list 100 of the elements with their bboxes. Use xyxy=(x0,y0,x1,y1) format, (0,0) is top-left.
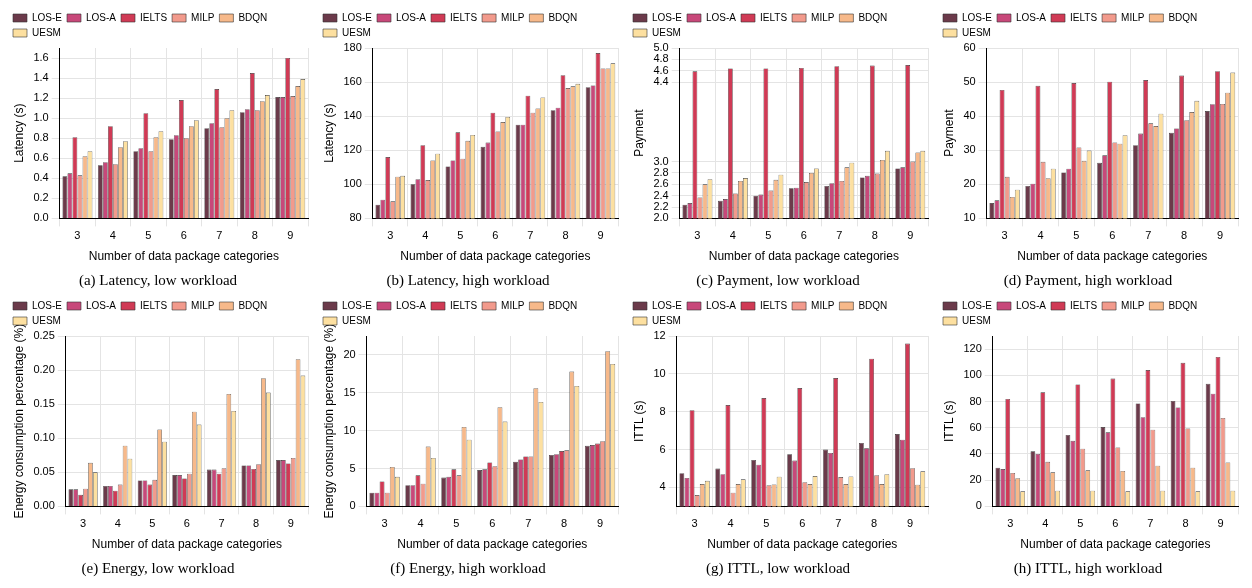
y-tick-label: 10 xyxy=(963,211,976,224)
legend-label: LOS-A xyxy=(396,299,427,311)
y-tick-label: 1.2 xyxy=(33,91,49,104)
x-tick-label: 9 xyxy=(907,229,914,242)
y-tick-label: 0.4 xyxy=(33,171,49,184)
legend-label: UESM xyxy=(652,314,681,326)
x-tick-label: 8 xyxy=(562,229,569,242)
y-tick-label: 20 xyxy=(343,347,356,360)
legend-label: BDQN xyxy=(548,299,578,311)
x-tick-label: 7 xyxy=(218,517,225,530)
x-tick-label: 4 xyxy=(729,229,736,242)
legend-label: LOS-E xyxy=(342,11,373,23)
legend-label: LOS-E xyxy=(32,299,63,311)
text: (g) ITTL, low workload xyxy=(705,559,851,577)
x-tick-label: 4 xyxy=(109,229,116,242)
x-tick-label: 3 xyxy=(381,517,388,530)
legend-label: IELTS xyxy=(140,299,168,311)
legend-label: LOS-A xyxy=(1016,299,1047,311)
legend-label: BDQN xyxy=(238,299,268,311)
y-axis-title: ITTL (s) xyxy=(631,400,646,442)
x-tick-label: 9 xyxy=(596,517,604,530)
y-tick-label: 100 xyxy=(343,177,362,190)
text: (h) ITTL, high workload xyxy=(1013,559,1163,577)
y-tick-label: 4.4 xyxy=(653,75,669,88)
x-tick-label: 3 xyxy=(691,517,698,530)
x-tick-label: 9 xyxy=(1216,229,1224,242)
y-tick-label: 0.6 xyxy=(33,151,49,164)
y-tick-label: 8 xyxy=(659,404,666,417)
legend-label: MILP xyxy=(811,11,835,23)
x-axis-title: Number of data package categories xyxy=(88,249,279,264)
x-tick-label: 6 xyxy=(183,517,190,530)
x-axis-title: Number of data package categories xyxy=(708,249,899,264)
legend-label: IELTS xyxy=(450,299,478,311)
x-tick-label: 7 xyxy=(835,517,842,530)
x-tick-label: 8 xyxy=(1182,517,1189,530)
x-tick-label: 5 xyxy=(765,229,772,242)
x-tick-label: 9 xyxy=(1217,517,1224,530)
x-tick-label: 4 xyxy=(417,517,424,530)
y-tick-label: 80 xyxy=(349,211,362,224)
legend-label: BDQN xyxy=(858,299,888,311)
y-tick-label: 2.8 xyxy=(653,165,669,178)
legend-label: LOS-A xyxy=(1016,11,1047,23)
legend-label: UESM xyxy=(32,314,61,326)
x-axis-title: Number of data package categories xyxy=(1020,537,1211,552)
legend-label: BDQN xyxy=(858,11,888,23)
y-tick-label: 4.8 xyxy=(653,52,669,65)
y-tick-label: 0.2 xyxy=(33,191,49,204)
legend-label: IELTS xyxy=(450,11,478,23)
y-axis-title: Payment xyxy=(941,108,956,157)
x-tick-label: 8 xyxy=(1181,229,1188,242)
y-tick-label: 1.6 xyxy=(33,51,49,64)
x-tick-label: 9 xyxy=(597,229,604,242)
x-axis-title: Number of data package categories xyxy=(400,249,591,264)
legend-label: LOS-A xyxy=(86,299,117,311)
x-tick-label: 7 xyxy=(1147,517,1154,530)
legend-label: MILP xyxy=(1121,299,1145,311)
x-tick-label: 5 xyxy=(453,517,460,530)
legend-label: UESM xyxy=(32,26,61,38)
legend-label: MILP xyxy=(1121,11,1145,23)
x-tick-label: 8 xyxy=(253,517,260,530)
legend-label: LOS-E xyxy=(652,11,683,23)
x-tick-label: 3 xyxy=(74,229,81,242)
legend-label: LOS-E xyxy=(652,299,683,311)
legend-label: LOS-E xyxy=(962,11,993,23)
legend-label: BDQN xyxy=(1168,299,1198,311)
y-tick-label: 0.10 xyxy=(33,431,55,444)
x-tick-label: 9 xyxy=(906,517,914,530)
text: (f) Energy, high workload xyxy=(390,559,547,577)
y-tick-label: 0 xyxy=(349,499,356,512)
y-tick-label: 1.0 xyxy=(33,111,49,124)
legend-label: BDQN xyxy=(1168,11,1198,23)
legend-label: LOS-E xyxy=(32,11,63,23)
y-axis-title: Payment xyxy=(631,108,646,157)
x-tick-label: 6 xyxy=(492,229,499,242)
y-tick-label: 0.8 xyxy=(33,131,49,144)
legend-label: UESM xyxy=(962,314,991,326)
y-tick-label: 30 xyxy=(963,143,976,156)
y-tick-label: 0.05 xyxy=(33,465,55,478)
y-tick-label: 60 xyxy=(969,420,982,433)
y-axis-title: Energy consumption percentage (%) xyxy=(11,323,26,519)
x-tick-label: 8 xyxy=(871,517,878,530)
y-tick-label: 180 xyxy=(343,41,362,54)
x-tick-label: 7 xyxy=(525,517,532,530)
x-tick-label: 5 xyxy=(457,229,464,242)
legend-label: IELTS xyxy=(140,11,168,23)
x-tick-label: 5 xyxy=(1077,517,1084,530)
x-tick-label: 3 xyxy=(1001,229,1008,242)
y-axis-title: ITTL (s) xyxy=(941,400,956,442)
y-tick-label: 0.20 xyxy=(33,363,55,376)
legend-label: UESM xyxy=(342,314,371,326)
x-tick-label: 7 xyxy=(1145,229,1152,242)
legend-label: MILP xyxy=(501,299,525,311)
y-tick-label: 20 xyxy=(969,473,982,486)
x-tick-label: 7 xyxy=(527,229,534,242)
y-tick-label: 40 xyxy=(969,447,982,459)
y-tick-label: 2.4 xyxy=(653,188,669,201)
y-tick-label: 0.15 xyxy=(33,397,55,410)
x-tick-label: 4 xyxy=(114,517,121,530)
legend-label: UESM xyxy=(342,26,371,38)
x-tick-label: 6 xyxy=(799,517,806,530)
